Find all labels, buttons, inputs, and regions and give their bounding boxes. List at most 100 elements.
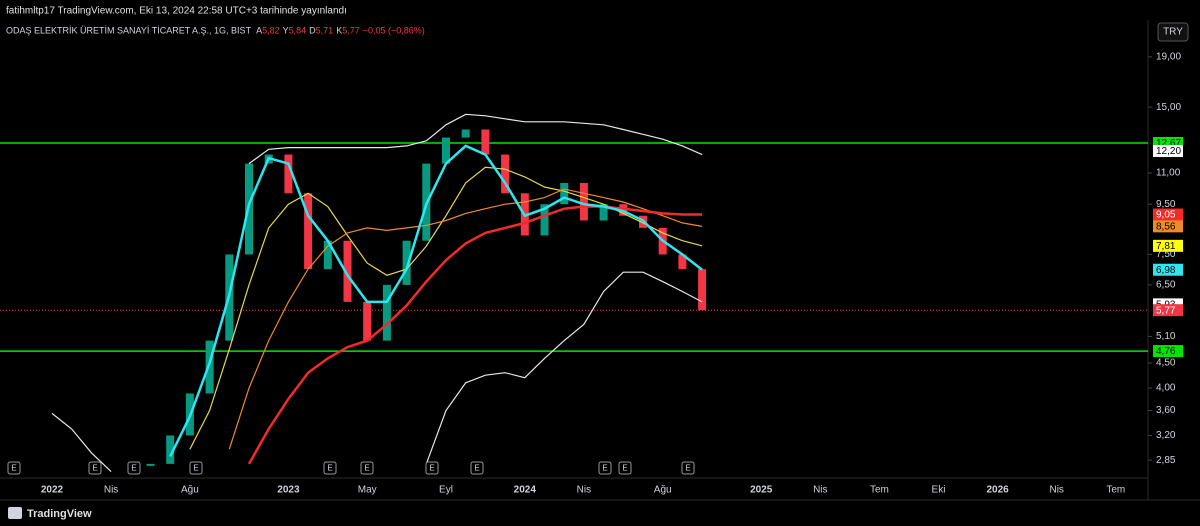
candle: [304, 193, 313, 270]
candle: [501, 154, 510, 194]
x-tick-label: Ağu: [654, 485, 672, 496]
y-tick-label: 5,10: [1156, 331, 1176, 342]
ohlc-key: K: [336, 25, 342, 35]
event-marker: [681, 461, 695, 475]
candle: [284, 154, 293, 194]
candle: [678, 254, 687, 270]
price-tag: [1153, 263, 1183, 276]
ohlc-value: 5,77: [342, 25, 360, 35]
y-tick-label: 7,50: [1156, 249, 1176, 260]
indicator-line: [248, 113, 703, 165]
footer-brand: TradingView: [27, 508, 92, 520]
y-tick-label: 6,50: [1156, 280, 1176, 291]
price-tag: [1153, 145, 1183, 158]
ohlc-key: A: [256, 25, 262, 35]
candle: [698, 269, 707, 311]
x-tick-label: Tem: [870, 485, 889, 496]
candle: [205, 340, 214, 394]
event-label: E: [602, 464, 607, 473]
indicator-line: [51, 271, 703, 473]
event-marker: [360, 461, 374, 475]
event-marker: [88, 461, 102, 475]
candle: [560, 182, 569, 205]
price-tag-label: 12,67: [1156, 138, 1181, 149]
event-label: E: [474, 464, 479, 473]
candle: [540, 204, 549, 236]
ohlc-value: 5,71: [316, 25, 334, 35]
price-tag: [1153, 239, 1183, 252]
logo: [8, 507, 22, 519]
candle: [442, 137, 450, 164]
candle: [363, 301, 372, 341]
x-tick-label: 2025: [750, 485, 773, 496]
event-label: E: [364, 464, 369, 473]
x-tick-label: Tem: [1106, 485, 1125, 496]
x-tick-label: 2026: [986, 485, 1009, 496]
event-label: E: [685, 464, 690, 473]
ohlc-value: 5,82: [262, 25, 280, 35]
ohlc-key: D: [309, 25, 316, 35]
publish-info: fatihmltp17 TradingView.com, Eki 13, 202…: [6, 6, 347, 17]
y-tick-label: 3,20: [1156, 430, 1176, 441]
candle: [481, 129, 490, 155]
y-tick-label: 4,50: [1156, 358, 1176, 369]
candle: [323, 240, 332, 270]
event-label: E: [11, 464, 16, 473]
price-tag-label: 7,81: [1156, 241, 1176, 252]
event-marker: [7, 461, 21, 475]
symbol-line: ODAŞ ELEKTRİK ÜRETİM SANAYİ TİCARET A.Ş.…: [6, 25, 425, 35]
event-marker: [470, 461, 484, 475]
candle: [402, 240, 411, 285]
ohlc-value: 5,84: [289, 25, 307, 35]
x-tick-label: Eki: [932, 485, 946, 496]
event-label: E: [92, 464, 97, 473]
event-marker: [323, 461, 337, 475]
event-label: E: [193, 464, 198, 473]
currency-button[interactable]: [1157, 22, 1189, 42]
event-label: E: [622, 464, 627, 473]
symbol-name: ODAŞ ELEKTRİK ÜRETİM SANAYİ TİCARET A.Ş.…: [6, 25, 252, 35]
event-label: E: [429, 464, 434, 473]
candle: [146, 463, 155, 466]
indicator-line: [228, 188, 703, 450]
candle: [166, 435, 175, 464]
x-tick-label: Eyl: [439, 485, 453, 496]
event-marker: [598, 461, 612, 475]
plot: [0, 113, 1148, 473]
x-tick-label: Nis: [104, 485, 118, 496]
price-tag: [1153, 220, 1183, 233]
price-tag: [1153, 345, 1183, 358]
event-marker: [189, 461, 203, 475]
y-tick-label: 15,00: [1156, 102, 1181, 113]
y-tick-label: 2,85: [1156, 455, 1176, 466]
event-marker: [127, 461, 141, 475]
y-tick-label: 9,50: [1156, 199, 1176, 210]
price-tag-label: 9,05: [1156, 210, 1176, 221]
y-tick-label: 4,00: [1156, 383, 1176, 394]
x-tick-label: 2024: [514, 485, 537, 496]
event-label: E: [131, 464, 136, 473]
candle: [599, 204, 608, 221]
change: −0,05 (−0,86%): [363, 25, 425, 35]
y-tick-label: 3,60: [1156, 405, 1176, 416]
x-tick-label: May: [358, 485, 377, 496]
x-tick-label: Nis: [813, 485, 827, 496]
price-tag-label: 6,98: [1156, 265, 1176, 276]
y-tick-label: 11,00: [1156, 168, 1181, 179]
x-tick-label: 2023: [277, 485, 300, 496]
event-marker: [425, 461, 439, 475]
price-tag-label: 8,56: [1156, 221, 1176, 232]
candle: [579, 182, 588, 221]
y-tick-label: 19,00: [1156, 52, 1181, 63]
currency-label[interactable]: TRY: [1163, 27, 1183, 38]
x-tick-label: Nis: [1049, 485, 1063, 496]
indicator-line: [247, 205, 703, 465]
x-tick-label: 2022: [41, 485, 64, 496]
event-label: E: [327, 464, 332, 473]
price-tag: [1153, 304, 1183, 317]
candle: [382, 284, 391, 341]
candle: [461, 129, 470, 138]
